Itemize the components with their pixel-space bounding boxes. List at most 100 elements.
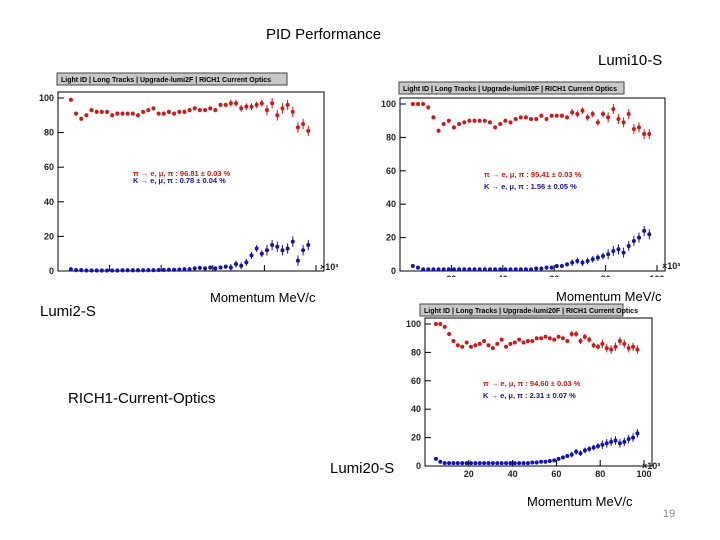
kaon-point [146,268,151,273]
label-lumi2: Lumi2-S [40,303,96,320]
kaon-point [590,257,595,262]
kaon-point [295,258,300,263]
pion-point [606,115,611,120]
pion-point [433,322,438,326]
pion-point [508,341,513,346]
pion-point [539,113,544,118]
x-multiplier: ×10³ [642,461,660,471]
pion-point [172,111,177,116]
pion-point [275,113,280,118]
kaon-point [534,266,539,271]
kaon-point [464,461,469,466]
pion-point [438,322,443,326]
kaon-point [508,461,513,466]
pion-point [596,344,601,349]
pion-point [587,337,592,342]
kaon-point [223,264,228,269]
kaon-point [585,258,590,263]
kaon-point [156,267,161,272]
pion-point [570,110,575,115]
pion-point [431,115,436,120]
kaon-point [565,262,570,267]
pion-point [611,107,616,112]
pion-point [626,346,631,351]
kaon-point [611,248,616,253]
pion-point [575,112,580,117]
kaon-point [110,268,115,273]
pion-point [552,337,557,342]
kaon-point [552,458,557,463]
kaon-point [569,452,574,457]
kaon-point [130,268,135,273]
kaon-point [290,239,295,244]
y-tick-label: 60 [44,162,54,172]
x-tick-label: 40 [508,469,518,479]
pion-point [547,336,552,341]
kaon-point [99,268,104,273]
pion-point [457,122,462,127]
y-tick-label: 80 [386,132,396,142]
pion-point [529,117,534,122]
kaon-point [521,461,526,466]
pion-point [574,331,579,336]
pion-point [549,113,554,118]
x-tick-label: 100 [308,274,323,275]
plot-header-text: Light ID | Long Tracks | Upgrade-lumi2F … [61,77,271,84]
pion-point [601,112,606,117]
pion-point [208,106,213,111]
kaon-point [275,244,280,249]
kaon-point [68,267,73,272]
x-tick-label: 100 [636,469,651,479]
kaon-point [490,461,495,466]
kaon-point [234,262,239,267]
kaon-point [578,451,583,456]
kaon-point [529,267,534,272]
kaon-point [499,461,504,466]
pion-point [135,113,140,118]
kaon-point [259,251,264,256]
kaon-point [539,459,544,464]
kaon-point [647,232,652,237]
pion-point [486,343,491,348]
pion-point [556,334,561,339]
pion-point [487,120,492,125]
kaon-point [79,268,84,273]
pion-point [125,111,130,116]
pion-point [473,343,478,348]
kaon-point [539,266,544,271]
y-tick-label: 40 [411,404,421,414]
kaon-point [462,267,467,272]
plot-header-text: Light ID | Long Tracks | Upgrade-lumi10F… [403,86,617,93]
y-tick-label: 60 [411,376,421,386]
pion-point [468,344,473,349]
plot-header-bar [419,303,624,317]
pion-point [604,346,609,351]
pion-point [582,334,587,339]
kaon-point [446,267,451,272]
pion-point [523,115,528,120]
x-tick-label: 20 [105,274,115,275]
pion-point [530,339,535,344]
pion-point [166,109,171,114]
kaon-point [559,263,564,268]
pion-point [446,118,451,123]
label-lumi10: Lumi10-S [598,52,663,69]
pion-point [295,125,300,130]
plot-lumi2: Light ID | Long Tracks | Upgrade-lumi2F … [39,72,338,275]
pion-point [525,339,530,344]
kaon-point [254,246,259,251]
pion-point [590,112,595,117]
pion-point [534,336,539,341]
kaon-point [218,265,223,270]
pion-point [197,108,202,113]
pion-point [626,112,631,117]
y-tick-label: 0 [391,266,396,276]
plot-frame [57,91,325,272]
pion-point [609,347,614,352]
x-tick-label: 100 [649,274,664,277]
kaon-point [197,265,202,270]
kaon-point [94,268,99,273]
kaon-point [441,267,446,272]
pion-point [578,339,583,344]
y-tick-label: 40 [386,199,396,209]
